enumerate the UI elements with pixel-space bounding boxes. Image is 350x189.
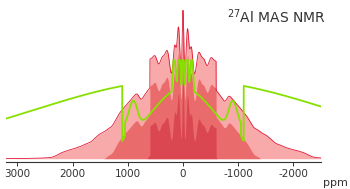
Text: ppm: ppm — [323, 177, 348, 187]
Text: $^{27}$Al MAS NMR: $^{27}$Al MAS NMR — [228, 8, 327, 26]
